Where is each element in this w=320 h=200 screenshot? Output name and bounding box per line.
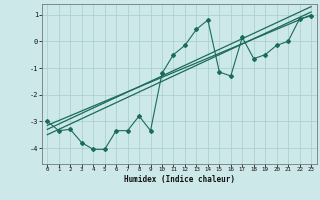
X-axis label: Humidex (Indice chaleur): Humidex (Indice chaleur) xyxy=(124,175,235,184)
